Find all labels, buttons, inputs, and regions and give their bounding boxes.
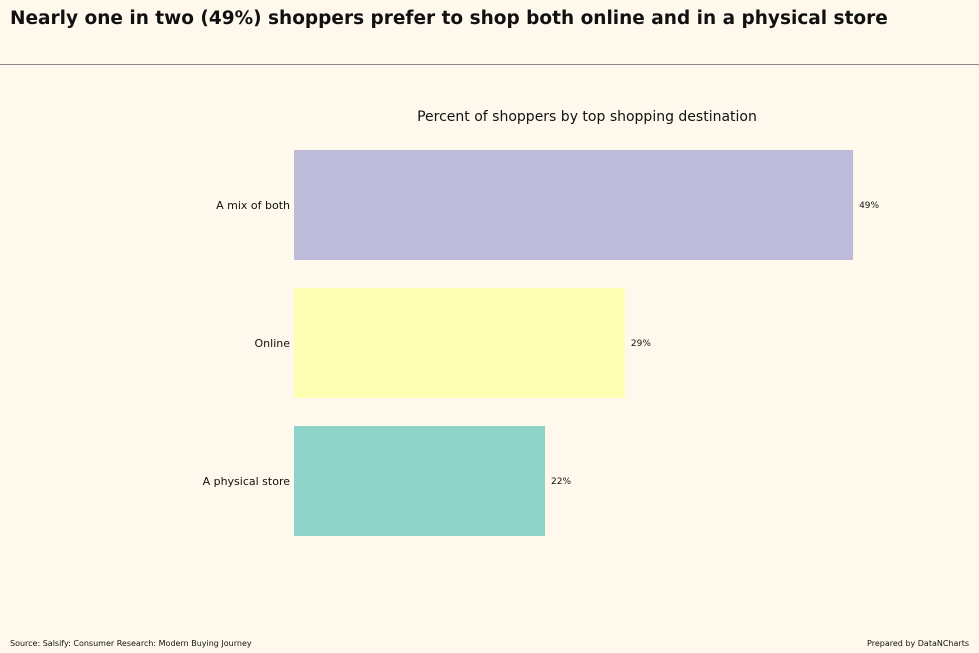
bar-a-mix-of-both bbox=[294, 150, 854, 260]
bar-a-physical-store bbox=[294, 426, 546, 536]
value-label-a-mix-of-both: 49% bbox=[859, 201, 879, 211]
value-label-online: 29% bbox=[631, 339, 651, 349]
value-label-a-physical-store: 22% bbox=[551, 477, 571, 487]
category-label-a-physical-store: A physical store bbox=[203, 475, 291, 488]
bar-chart: Percent of shoppers by top shopping dest… bbox=[203, 109, 880, 536]
bar-online bbox=[294, 288, 625, 398]
bars-group: A mix of both 49% Online 29% A physical stor… bbox=[203, 150, 880, 536]
chart-title: Percent of shoppers by top shopping dest… bbox=[417, 109, 757, 125]
source-note: Source: Salsify: Consumer Research: Mode… bbox=[10, 639, 252, 648]
credit-note: Prepared by DataNCharts bbox=[867, 639, 969, 648]
category-label-online: Online bbox=[255, 337, 291, 350]
category-label-a-mix-of-both: A mix of both bbox=[216, 199, 290, 212]
page-title: Nearly one in two (49%) shoppers prefer … bbox=[10, 8, 888, 29]
title-divider bbox=[0, 64, 979, 65]
